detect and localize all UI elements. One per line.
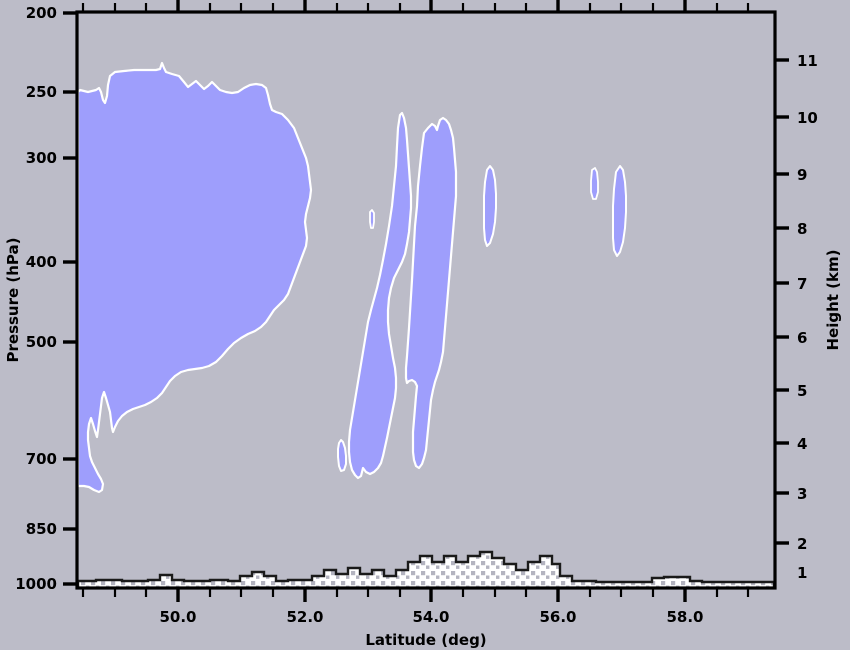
- x-axis-top-ticks: [81, 0, 750, 12]
- x-axis-title: Latitude (deg): [365, 631, 486, 649]
- x-tick-label: 58.0: [666, 608, 703, 626]
- y-tick-label: 300: [26, 149, 57, 167]
- y-axis-pressure-labels: 200 250 300 400 500 700 850 1000: [15, 4, 57, 593]
- y2-tick-label: 9: [797, 166, 807, 184]
- cloud-region-blob-e: [590, 167, 599, 200]
- x-tick-label: 50.0: [159, 608, 196, 626]
- cloud-region-dot-a: [369, 209, 375, 229]
- y-tick-label: 500: [26, 333, 57, 351]
- y2-tick-label: 5: [797, 382, 807, 400]
- y-axis-title: Pressure (hPa): [4, 238, 22, 363]
- cloud-region-band-c: [404, 116, 458, 470]
- x-axis-labels: 50.0 52.0 54.0 56.0 58.0: [159, 608, 703, 626]
- cloud-region-main: [78, 61, 313, 494]
- x-axis-ticks: [81, 588, 750, 602]
- y2-tick-label: 1: [797, 564, 807, 582]
- y-tick-label: 250: [26, 83, 57, 101]
- plot-frame: [75, 10, 777, 590]
- y2-tick-label: 10: [797, 109, 818, 127]
- y-tick-label: 1000: [15, 575, 57, 593]
- cloud-region-sliver-a: [337, 439, 347, 472]
- orography-group: [78, 550, 774, 587]
- terrain-profile: [78, 550, 774, 587]
- x-tick-label: 54.0: [412, 608, 449, 626]
- y-tick-label: 200: [26, 4, 57, 22]
- cloud-region-band-b: [347, 111, 413, 480]
- y2-tick-label: 4: [797, 435, 807, 453]
- y-tick-label: 700: [26, 450, 57, 468]
- cloud-region-blob-d: [483, 165, 497, 247]
- y-tick-label: 400: [26, 253, 57, 271]
- y-axis-height-labels: 11 10 9 8 7 6 5 4 3 2 1: [797, 52, 818, 582]
- y2-tick-label: 11: [797, 52, 818, 70]
- x-tick-label: 52.0: [286, 608, 323, 626]
- y2-tick-label: 2: [797, 535, 807, 553]
- y2-tick-label: 8: [797, 220, 807, 238]
- y-axis-height-ticks: [775, 58, 789, 545]
- y2-tick-label: 3: [797, 485, 807, 503]
- y2-tick-label: 6: [797, 329, 807, 347]
- cloud-shading-group: [78, 61, 627, 494]
- y2-axis-title: Height (km): [824, 250, 842, 351]
- y-axis-pressure-ticks: [63, 11, 77, 586]
- y2-tick-label: 7: [797, 275, 807, 293]
- x-tick-label: 56.0: [539, 608, 576, 626]
- cloud-region-blob-f: [612, 165, 627, 257]
- y-tick-label: 850: [26, 520, 57, 538]
